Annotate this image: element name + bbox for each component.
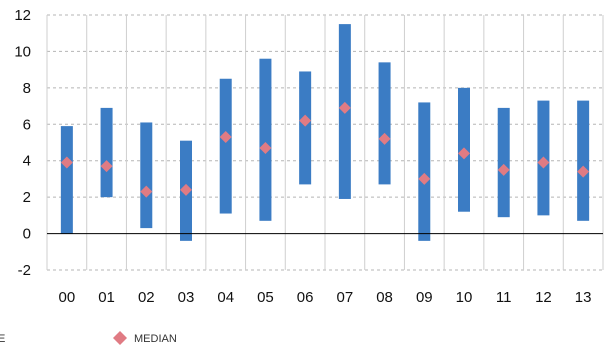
range-bar-13 <box>577 100 590 221</box>
legend-label-median: MEDIAN <box>134 333 177 345</box>
median-marker-12 <box>537 156 550 169</box>
legend-label-left: E <box>0 333 5 345</box>
x-tick-label: 05 <box>257 289 274 306</box>
median-marker-04 <box>219 131 232 144</box>
x-tick-label: 06 <box>297 289 314 306</box>
x-tick-label: 09 <box>416 289 433 306</box>
y-tick-label: -2 <box>18 262 31 279</box>
x-axis-tick-labels: 00 01 02 03 04 05 06 07 08 09 10 11 12 13 <box>59 289 592 306</box>
median-marker-07 <box>338 101 351 114</box>
grid-lines <box>46 14 604 271</box>
x-tick-label: 11 <box>496 289 512 306</box>
median-markers <box>60 101 590 198</box>
median-marker-10 <box>458 147 470 160</box>
x-tick-label: 12 <box>535 289 552 306</box>
median-marker-13 <box>577 165 590 178</box>
median-marker-09 <box>418 172 431 185</box>
median-marker-00 <box>60 156 73 169</box>
range-bar-04 <box>219 78 232 214</box>
y-tick-label: 8 <box>23 80 31 97</box>
legend-median-marker <box>113 331 127 345</box>
median-marker-08 <box>378 132 391 145</box>
range-bar-01 <box>100 107 113 198</box>
x-tick-label: 01 <box>98 289 115 306</box>
y-tick-label: 6 <box>23 116 31 133</box>
y-tick-label: 4 <box>23 153 31 170</box>
y-axis-tick-labels: -2 0 2 4 6 8 10 12 <box>14 7 31 279</box>
x-tick-label: 02 <box>138 289 155 306</box>
range-bar-02 <box>140 122 153 229</box>
y-tick-label: 2 <box>23 189 31 206</box>
x-tick-label: 07 <box>337 289 354 306</box>
x-tick-label: 04 <box>217 289 234 306</box>
range-bar-11 <box>497 107 510 218</box>
range-bar-08 <box>378 62 391 185</box>
x-tick-label: 00 <box>59 289 76 306</box>
median-marker-01 <box>100 160 113 173</box>
y-tick-label: 12 <box>14 7 31 24</box>
x-tick-label: 03 <box>178 289 195 306</box>
median-marker-03 <box>180 183 192 196</box>
range-bar-05 <box>259 58 272 221</box>
median-marker-11 <box>497 163 510 176</box>
median-marker-05 <box>259 141 272 154</box>
legend: E MEDIAN <box>0 331 177 345</box>
range-bar-00 <box>60 126 73 234</box>
x-tick-label: 08 <box>376 289 393 306</box>
x-tick-label: 13 <box>575 289 592 306</box>
range-bar-09 <box>418 102 431 241</box>
median-marker-06 <box>299 114 312 127</box>
y-tick-label: 0 <box>23 226 31 243</box>
x-tick-label: 10 <box>456 289 473 306</box>
median-marker-02 <box>140 185 153 198</box>
range-bar-06 <box>299 71 312 185</box>
y-tick-label: 10 <box>14 43 31 60</box>
